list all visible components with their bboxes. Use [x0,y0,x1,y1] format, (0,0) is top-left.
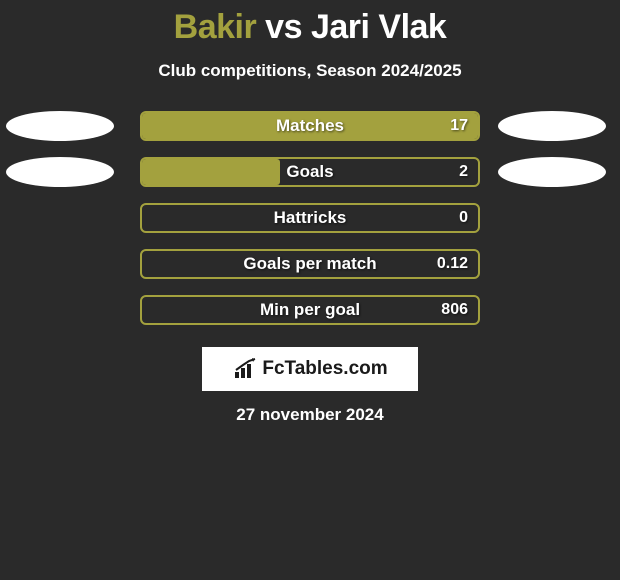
stat-bar [140,249,480,279]
left-ellipse [6,111,114,141]
stat-row: Goals per match0.12 [0,249,620,279]
stat-value: 0 [459,203,468,233]
stat-value: 0.12 [437,249,468,279]
left-ellipse [6,157,114,187]
stat-value: 806 [441,295,468,325]
subtitle: Club competitions, Season 2024/2025 [0,61,620,81]
title-player1: Bakir [174,8,257,46]
page-title: Bakir vs Jari Vlak [0,8,620,47]
right-ellipse [498,157,606,187]
date-text: 27 november 2024 [0,405,620,425]
right-ellipse [498,111,606,141]
stat-bar-fill [142,113,478,139]
stat-row: Goals2 [0,157,620,187]
chart-icon [232,358,258,380]
title-vs: vs [265,8,302,46]
stat-bar-fill [142,159,280,185]
stat-row: Hattricks0 [0,203,620,233]
stat-row: Min per goal806 [0,295,620,325]
stats-list: Matches17 Goals2 Hattricks0 Goals per match… [0,111,620,325]
stat-value: 2 [459,157,468,187]
title-player2: Jari Vlak [311,8,446,46]
stat-bar [140,157,480,187]
stat-bar [140,295,480,325]
stat-row: Matches17 [0,111,620,141]
stat-value: 17 [450,111,468,141]
stat-bar [140,203,480,233]
brand-text: FcTables.com [262,358,387,380]
stat-bar [140,111,480,141]
brand-badge: FcTables.com [202,347,418,391]
